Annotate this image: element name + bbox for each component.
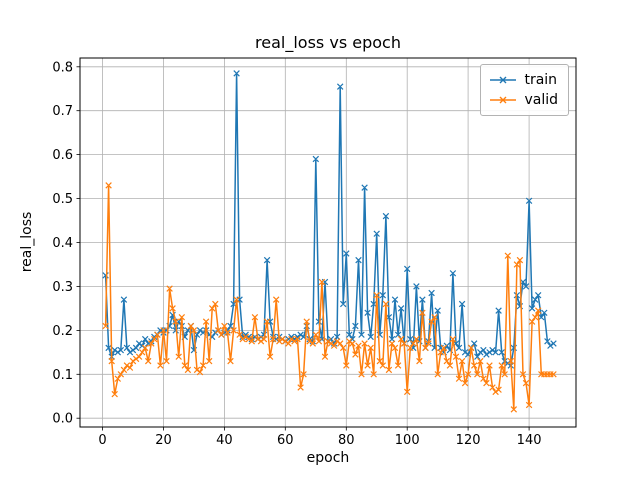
svg-text:0.3: 0.3 (52, 280, 73, 295)
svg-text:0.4: 0.4 (52, 236, 73, 251)
svg-text:60: 60 (277, 433, 294, 448)
svg-text:40: 40 (216, 433, 233, 448)
legend: train valid (480, 64, 569, 116)
svg-text:80: 80 (338, 433, 355, 448)
svg-text:120: 120 (456, 433, 481, 448)
svg-text:0.0: 0.0 (52, 412, 73, 427)
svg-text:0: 0 (98, 433, 106, 448)
svg-text:140: 140 (517, 433, 542, 448)
svg-text:0.7: 0.7 (52, 104, 73, 119)
legend-sample-valid-icon (490, 96, 517, 104)
svg-text:0.5: 0.5 (52, 192, 73, 207)
svg-text:0.1: 0.1 (52, 368, 73, 383)
legend-label-valid: valid (524, 92, 558, 108)
svg-text:0.8: 0.8 (52, 60, 73, 75)
svg-text:100: 100 (395, 433, 420, 448)
svg-text:0.6: 0.6 (52, 148, 73, 163)
y-axis-label: real_loss (19, 211, 35, 273)
svg-text:20: 20 (155, 433, 172, 448)
chart-title: real_loss vs epoch (255, 33, 401, 52)
x-axis-label: epoch (306, 450, 350, 466)
legend-item-train: train (488, 70, 558, 90)
legend-sample-train-icon (490, 76, 517, 84)
legend-item-valid: valid (488, 90, 558, 110)
svg-text:0.2: 0.2 (52, 324, 73, 339)
legend-label-train: train (524, 72, 558, 88)
